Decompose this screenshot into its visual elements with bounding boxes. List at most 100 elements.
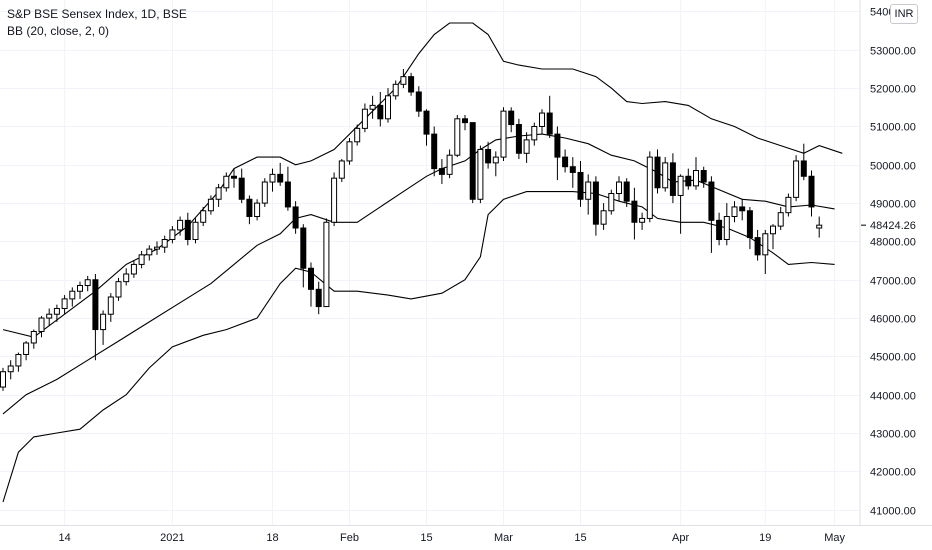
candle-body <box>231 175 237 179</box>
candle-up <box>777 206 784 230</box>
candle-down <box>508 107 515 133</box>
candles <box>0 68 823 391</box>
candle-up <box>100 310 107 345</box>
candle-body <box>223 175 230 189</box>
candle-body <box>508 110 515 126</box>
candle-body <box>100 313 107 331</box>
candle-body <box>539 112 545 127</box>
candle-body <box>654 156 661 189</box>
candle-up <box>392 80 399 100</box>
candle-body <box>546 112 553 135</box>
time-axis[interactable]: 14 2021 18 Feb 15 Mar 15 Apr 19 May <box>58 532 845 544</box>
candle-up <box>446 149 453 179</box>
candle-up <box>454 114 461 158</box>
candle-down <box>808 170 815 217</box>
candle-body <box>0 371 6 388</box>
candle-body <box>61 298 68 309</box>
symbol-title[interactable]: S&P BSE Sensex Index, 1D, BSE <box>7 7 187 21</box>
candle-down <box>423 109 430 146</box>
candle-down <box>485 141 492 169</box>
candle-up <box>0 367 6 391</box>
price-tick-label: 46000.00 <box>870 314 916 326</box>
candle-body <box>161 239 168 248</box>
currency-button[interactable]: INR <box>890 4 918 24</box>
candle-body <box>623 181 630 202</box>
candle-body <box>361 108 368 129</box>
candle-body <box>323 221 330 308</box>
candle-body <box>800 160 807 177</box>
candle-body <box>700 170 707 183</box>
candle-up <box>53 304 60 322</box>
candle-body <box>400 76 407 85</box>
candle-body <box>693 170 699 187</box>
candle-down <box>569 157 576 188</box>
candle-body <box>346 141 353 162</box>
candle-down <box>623 178 630 207</box>
candle-down <box>284 166 291 211</box>
candle-up <box>207 195 214 215</box>
candle-body <box>608 193 615 212</box>
candle-down <box>469 122 476 204</box>
candle-up <box>269 168 276 192</box>
candle-up <box>585 174 592 215</box>
candle-up <box>77 281 83 299</box>
candle-body <box>469 122 476 200</box>
candle-up <box>331 172 338 227</box>
candle-body <box>308 267 314 290</box>
candle-down <box>277 162 284 186</box>
time-tick-label: Mar <box>494 532 513 544</box>
price-axis[interactable]: 41000.00 42000.00 43000.00 44000.00 45000.00… <box>870 7 916 518</box>
candle-body <box>146 248 153 256</box>
candle-body <box>777 212 784 227</box>
candle-body <box>123 273 130 283</box>
candle-body <box>585 181 592 200</box>
candle-body <box>254 202 261 218</box>
candle-up <box>770 224 776 250</box>
candle-up <box>785 193 792 217</box>
candle-body <box>377 104 384 120</box>
indicator-label[interactable]: BB (20, close, 2, 0) <box>7 24 110 38</box>
candle-body <box>415 91 422 112</box>
candle-up <box>793 155 800 202</box>
candle-body <box>462 118 468 124</box>
last-price-label: 48424.26 <box>861 220 916 232</box>
candle-down <box>739 199 746 221</box>
candle-up <box>46 308 53 326</box>
candle-down <box>554 126 561 181</box>
candle-body <box>300 227 307 269</box>
candle-body <box>77 284 83 292</box>
candle-down <box>700 166 707 188</box>
candle-body <box>30 330 37 344</box>
candle-body <box>207 198 214 212</box>
candle-down <box>408 72 415 96</box>
candle-body <box>592 181 599 225</box>
time-tick-label: Feb <box>340 532 359 544</box>
candle-down <box>246 195 253 225</box>
candle-body <box>600 210 607 225</box>
candle-down <box>562 149 569 173</box>
candle-body <box>184 219 191 241</box>
candle-body <box>685 175 692 187</box>
candle-body <box>785 196 792 214</box>
candle-body <box>38 317 45 332</box>
candle-body <box>269 173 276 183</box>
candle-body <box>523 139 530 154</box>
candle-up <box>531 122 538 146</box>
candle-up <box>816 216 823 238</box>
price-tick-label: 48000.00 <box>870 237 916 249</box>
candle-up <box>369 95 376 119</box>
candle-body <box>746 210 753 239</box>
time-tick-label: 15 <box>420 532 432 544</box>
candle-up <box>169 226 176 244</box>
candle-body <box>446 154 453 175</box>
candle-up <box>616 176 622 202</box>
candle-body <box>130 263 137 275</box>
candle-up <box>354 124 361 146</box>
candle-body <box>7 365 14 373</box>
candle-body <box>754 237 761 256</box>
candle-up <box>84 275 91 292</box>
candle-body <box>500 110 507 158</box>
candle-up <box>161 235 168 253</box>
candle-up <box>23 341 30 361</box>
